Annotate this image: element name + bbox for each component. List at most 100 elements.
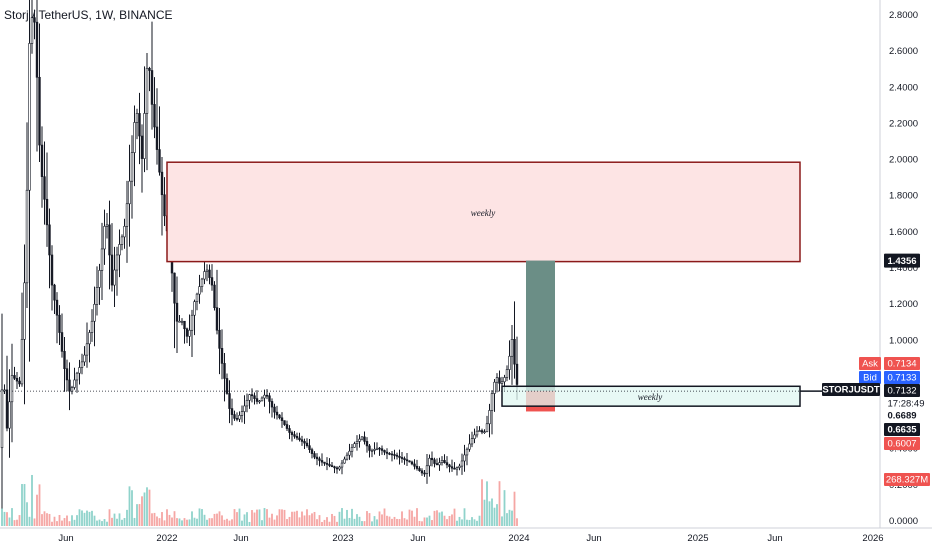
candle-body: [85, 343, 89, 356]
volume-bar: [358, 516, 361, 526]
volume-bar: [221, 515, 223, 526]
candle-body: [458, 465, 461, 468]
candle-body: [475, 430, 479, 436]
candle-body: [53, 284, 56, 301]
position-target-zone: [526, 260, 555, 392]
time-tick-label: Jun: [58, 533, 73, 544]
candle-body: [433, 459, 436, 464]
candle-body: [398, 456, 401, 458]
supply-zone: [166, 161, 801, 263]
volume-bar: [261, 520, 263, 526]
candle-body: [393, 454, 396, 456]
candle-body: [463, 454, 466, 462]
price-tick-label: 1.8000: [889, 191, 918, 202]
candle-body: [68, 379, 71, 392]
volume-bar: [361, 521, 363, 526]
candle-body: [513, 338, 516, 365]
candle-body: [58, 314, 61, 333]
ask-price-label-bg: [884, 357, 920, 370]
candle-body: [120, 236, 124, 245]
volume-bar: [176, 518, 178, 526]
candle-body: [218, 329, 221, 349]
volume-bar: [306, 509, 308, 526]
candle-body: [348, 450, 351, 456]
time-tick-label: 2023: [332, 533, 353, 544]
candle-body: [175, 302, 179, 322]
bid-tag-bg: [859, 371, 881, 384]
stop-price-label-bg: [884, 437, 920, 450]
candle-body: [178, 320, 181, 323]
candle-body: [385, 451, 389, 454]
volume-bar: [103, 519, 106, 526]
volume-bar: [416, 508, 418, 526]
candle-body: [45, 198, 49, 226]
candle-body: [5, 389, 9, 429]
volume-bar: [331, 513, 333, 526]
volume-bar: [233, 509, 236, 526]
volume-bar: [258, 509, 261, 526]
candle-body: [208, 269, 211, 278]
time-tick-label: Jun: [233, 533, 248, 544]
price-tick-label: 2.4000: [889, 82, 918, 93]
volume-bar: [108, 509, 111, 526]
volume-bar: [323, 519, 326, 526]
candle-body: [448, 464, 451, 467]
volume-bar: [43, 511, 46, 526]
volume-bar: [426, 517, 428, 526]
volume-bar: [311, 513, 313, 526]
candle-body: [293, 434, 296, 437]
candle-body: [418, 468, 421, 472]
candle-body: [78, 367, 81, 374]
time-tick-label: Jun: [767, 533, 782, 544]
volume-bar: [36, 494, 38, 526]
volume-bar: [263, 508, 266, 526]
volume-bar: [8, 517, 11, 526]
candle-body: [365, 441, 369, 447]
volume-bar: [273, 519, 276, 526]
chart-title: Storj / TetherUS, 1W, BINANCE: [4, 8, 173, 22]
last-price-label-bg: [884, 384, 920, 397]
volume-bar: [63, 518, 66, 526]
candle-body: [110, 254, 114, 286]
volume-bar: [213, 513, 216, 526]
volume-bar: [343, 518, 346, 526]
candle-body: [483, 431, 486, 433]
volume-label-bg: [884, 473, 930, 486]
candle-body: [445, 462, 449, 466]
candle-body: [440, 460, 444, 463]
volume-bar: [318, 515, 321, 526]
candle-body: [0, 389, 4, 449]
volume-bar: [208, 518, 211, 526]
candle-body: [430, 457, 434, 461]
volume-bar: [298, 517, 301, 526]
volume-bar: [418, 520, 421, 526]
candle-body: [128, 180, 131, 205]
volume-bar: [356, 514, 358, 526]
candle-body: [353, 443, 356, 448]
volume-bar: [168, 514, 171, 526]
candle-body: [240, 411, 244, 416]
candle-body: [23, 282, 26, 340]
candle-body: [148, 67, 151, 71]
zone-low-label-bg: [884, 423, 920, 436]
volume-bar: [471, 517, 473, 526]
bid-tag: Bid: [863, 373, 877, 384]
volume-bar: [126, 509, 128, 526]
candle-body: [115, 254, 119, 271]
volume-bar: [266, 509, 268, 526]
candle-body: [265, 394, 269, 397]
volume-bar: [236, 512, 238, 526]
volume-bar: [283, 509, 286, 526]
candle-body: [213, 284, 216, 308]
candle-body: [425, 465, 429, 474]
candle-body: [150, 70, 154, 105]
price-tick-label: 1.2000: [889, 299, 918, 310]
volume-bar: [68, 521, 71, 526]
volume-bar: [391, 518, 393, 526]
volume-bar: [133, 517, 136, 526]
candle-body: [280, 417, 284, 421]
candle-body: [193, 301, 196, 316]
countdown-label: 17:28:49: [888, 399, 925, 410]
zone-high-label-bg: [884, 409, 920, 422]
